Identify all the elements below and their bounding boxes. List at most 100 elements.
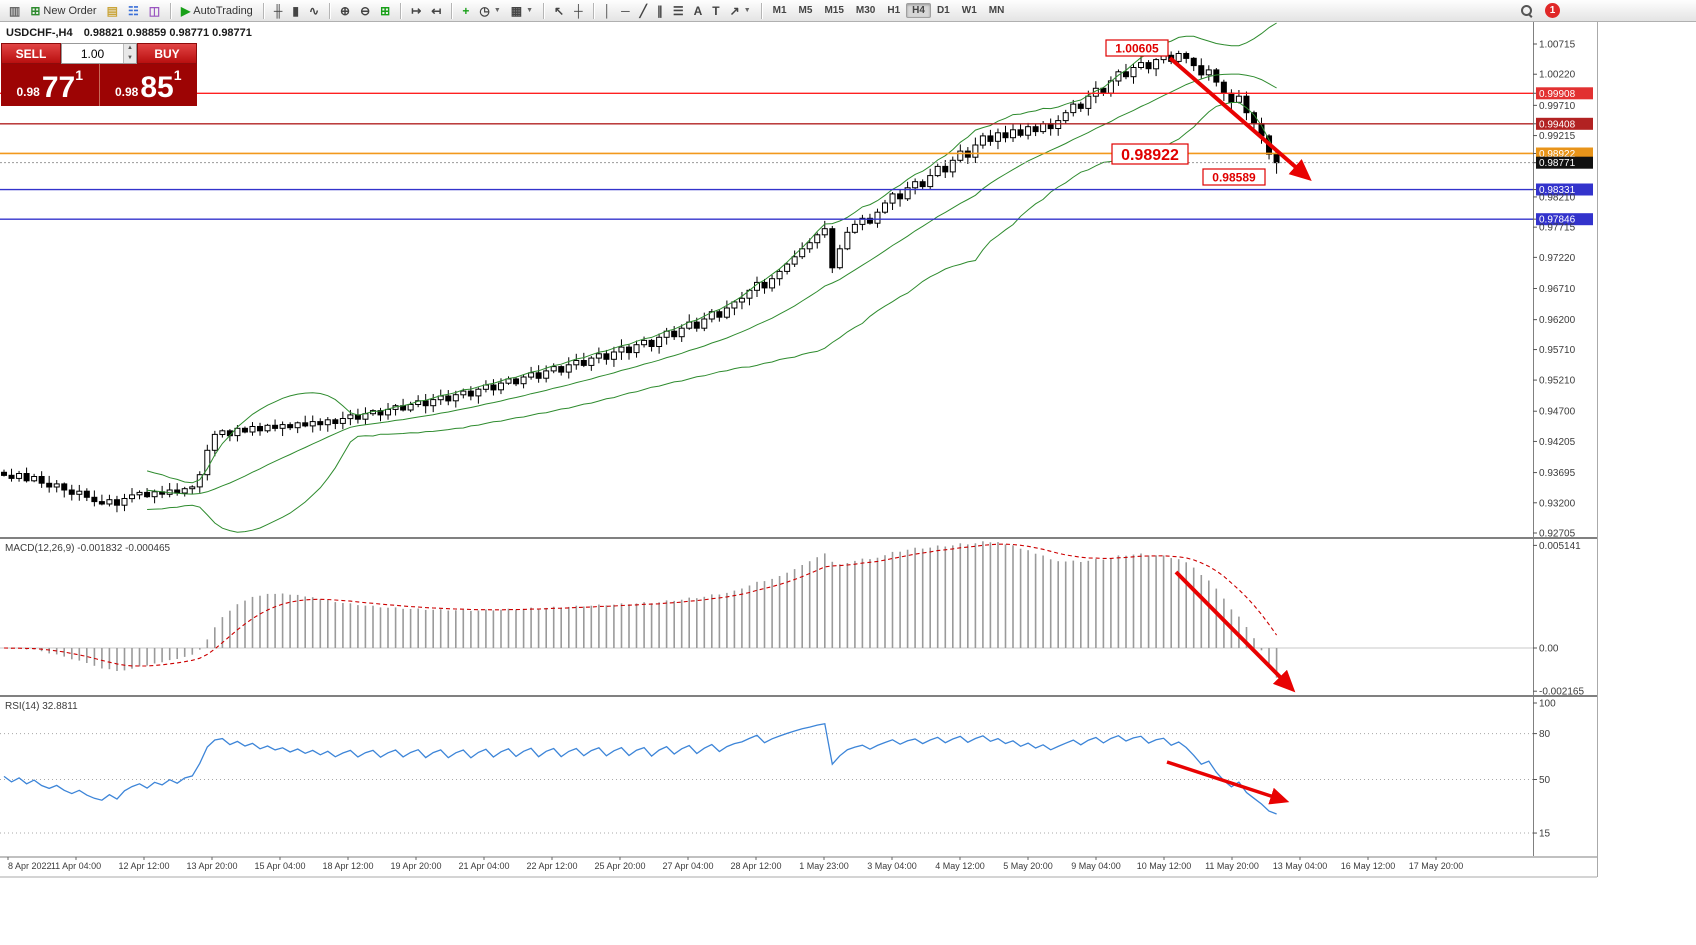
chart-shift-icon[interactable]: ↤ (426, 3, 446, 19)
volume-up-icon[interactable]: ▲ (124, 44, 136, 54)
timeframe-m30[interactable]: M30 (850, 3, 881, 18)
time-label: 5 May 20:00 (1003, 861, 1053, 871)
time-label: 3 May 04:00 (867, 861, 917, 871)
rsi-line (3, 722, 1277, 815)
trendline-icon[interactable]: ╱ (635, 3, 652, 19)
buy-button[interactable]: BUY (137, 43, 197, 64)
timeframe-w1[interactable]: W1 (956, 3, 983, 18)
auto-scroll-icon[interactable]: ↦ (406, 3, 426, 19)
sell-price-sup: 1 (75, 67, 84, 83)
navigator-icon-glyph: ◫ (148, 3, 161, 18)
time-label: 1 May 23:00 (799, 861, 849, 871)
svg-text:0.99908: 0.99908 (1539, 89, 1576, 100)
timeframe-d1[interactable]: D1 (931, 3, 956, 18)
trend-arrow[interactable] (1166, 760, 1290, 805)
zoom-in-icon[interactable]: ⊕ (335, 3, 355, 19)
market-watch-icon[interactable]: ☷ (123, 3, 144, 19)
time-label: 25 Apr 20:00 (594, 861, 645, 871)
rsi-panel: RSI(14) 32.8811 100 80 50 15 (0, 699, 1556, 840)
timeframe-h1-label: H1 (887, 5, 901, 16)
trend-arrow[interactable] (1168, 56, 1312, 181)
trend-arrow[interactable] (1174, 570, 1296, 693)
svg-text:0.98771: 0.98771 (1539, 158, 1576, 169)
tile-windows-icon[interactable]: ⊞ (375, 3, 395, 19)
crosshair-icon-glyph: ┼ (574, 3, 583, 18)
toolbar-separator (451, 2, 453, 19)
price-axis-badge (1536, 117, 1593, 130)
notification-badge[interactable]: 1 (1545, 3, 1560, 18)
buy-price[interactable]: 0.98 85 1 (100, 64, 198, 106)
time-label: 21 Apr 04:00 (458, 861, 509, 871)
templates-icon[interactable]: ▦ ▼ (506, 3, 538, 19)
navigator-icon[interactable]: ◫ (144, 3, 165, 19)
metaeditor-icon-glyph: ▤ (106, 3, 118, 18)
candlestick-chart-icon[interactable]: ▮ (287, 3, 304, 19)
svg-text:0.94205: 0.94205 (1539, 437, 1576, 448)
time-label: 11 Apr 04:00 (51, 861, 101, 871)
price-annotation-box[interactable] (1202, 168, 1266, 186)
horizontal-line-icon[interactable]: ─ (616, 3, 635, 19)
svg-text:15: 15 (1539, 829, 1551, 840)
text-label-icon[interactable]: T (707, 3, 724, 19)
text-icon[interactable]: A (689, 3, 708, 19)
price-annotation-box[interactable] (1105, 39, 1169, 57)
timeframe-m5-label: M5 (798, 5, 813, 16)
price-axis-badge (1536, 87, 1593, 100)
cursor-icon[interactable]: ↖ (549, 3, 569, 19)
line-chart-icon[interactable]: ∿ (304, 3, 324, 19)
one-click-trading-panel: SELL ▲ ▼ BUY 0.98 77 1 0.98 85 1 (1, 43, 197, 106)
time-label: 12 Apr 12:00 (118, 861, 169, 871)
svg-text:0.92705: 0.92705 (1539, 529, 1576, 540)
metaeditor-icon[interactable]: ▤ (102, 3, 123, 19)
equidistant-channel-icon-glyph: ∥ (656, 3, 663, 18)
bar-chart-icon-glyph: ╫ (273, 3, 283, 18)
sell-price[interactable]: 0.98 77 1 (1, 64, 100, 106)
price-axis-badge (1536, 156, 1593, 169)
vertical-line-icon[interactable]: │ (599, 3, 617, 19)
search-icon[interactable] (1521, 4, 1533, 17)
timeframe-h4[interactable]: H4 (906, 3, 931, 18)
toolbar-separator (400, 2, 402, 19)
volume-input[interactable] (62, 44, 123, 63)
svg-text:0.97715: 0.97715 (1539, 223, 1576, 234)
candlestick-series (1, 50, 1280, 513)
svg-text:0.96200: 0.96200 (1539, 315, 1576, 326)
arrows-icon-dropdown-icon[interactable]: ▼ (743, 7, 751, 14)
time-label: 13 Apr 20:00 (186, 861, 237, 871)
sell-button[interactable]: SELL (1, 43, 61, 64)
equidistant-channel-icon[interactable]: ∥ (652, 3, 668, 19)
toolbar-separator (329, 2, 330, 19)
zoom-out-icon[interactable]: ⊖ (355, 3, 375, 19)
time-label: 22 Apr 12:00 (526, 861, 577, 871)
time-label: 11 May 20:00 (1205, 861, 1259, 871)
fibonacci-icon[interactable]: ☰ (668, 3, 689, 19)
toolbar: ▥ ⊞ New Order ▤ ☷ ◫ ▶ AutoTrading ╫ ▮ ∿ ⊕ ⊖ ⊞ ↦ ↤ + ◷ ▼ ▦ ▼ ↖… (0, 0, 1696, 22)
time-label: 9 May 04:00 (1071, 861, 1121, 871)
trade-panel-prices: 0.98 77 1 0.98 85 1 (1, 64, 197, 106)
price-axis-badge (1536, 147, 1593, 160)
templates-icon-glyph: ▦ (510, 3, 523, 18)
timeframe-mn[interactable]: MN (983, 3, 1011, 18)
svg-text:100: 100 (1539, 699, 1556, 710)
timeframe-m5[interactable]: M5 (793, 3, 819, 18)
chart-window-icon[interactable]: ▥ (4, 3, 25, 19)
timeframe-m15[interactable]: M15 (818, 3, 849, 18)
timeframe-m1[interactable]: M1 (767, 3, 793, 18)
templates-icon-dropdown-icon[interactable]: ▼ (526, 7, 534, 14)
price-annotation-box[interactable] (1111, 143, 1189, 165)
periods-icon-dropdown-icon[interactable]: ▼ (493, 7, 501, 14)
timeframe-h1[interactable]: H1 (881, 3, 906, 18)
timeframe-h4-label: H4 (912, 5, 925, 16)
periods-icon[interactable]: ◷ ▼ (474, 3, 505, 19)
new-order-button[interactable]: ⊞ New Order (25, 3, 101, 19)
volume-down-icon[interactable]: ▼ (124, 53, 136, 63)
crosshair-icon[interactable]: ┼ (569, 3, 588, 19)
svg-text:0.99710: 0.99710 (1539, 101, 1576, 112)
price-axis-badge (1536, 213, 1593, 226)
indicators-icon[interactable]: + (457, 3, 474, 19)
arrows-icon[interactable]: ↗ ▼ (725, 3, 756, 19)
autotrading-button[interactable]: ▶ AutoTrading (176, 3, 258, 19)
bar-chart-icon[interactable]: ╫ (269, 3, 288, 19)
